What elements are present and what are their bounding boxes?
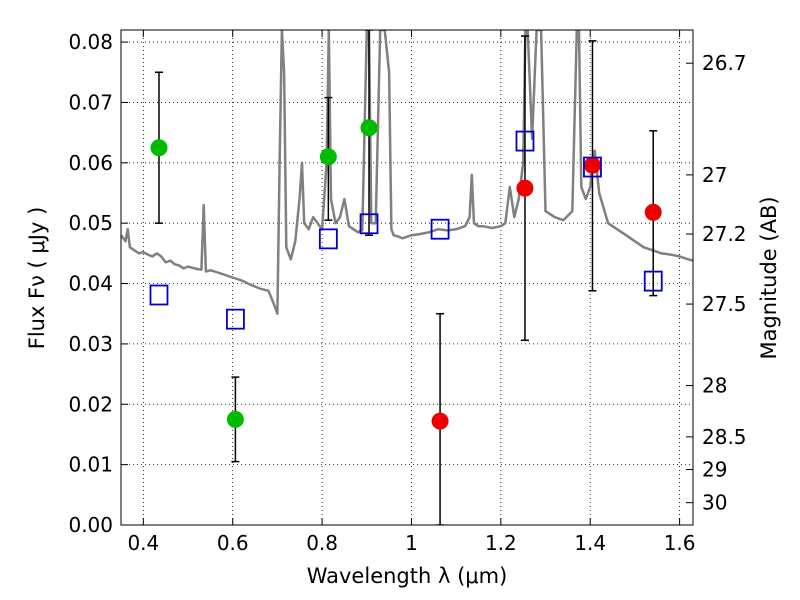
y2-tick-label: 27 [702,163,727,187]
y2-tick-label: 26.7 [702,51,747,75]
y2-tick-label: 28.5 [702,425,747,449]
data-point-square [225,308,245,330]
data-point-circle [319,148,337,166]
data-point-square [643,270,663,292]
data-point-circle [360,119,378,137]
y-axis-label: Flux Fν ( μJy ) [25,207,49,350]
data-point-circle [644,203,662,221]
y2-tick-label: 30 [702,491,727,515]
y-tick-label: 0.01 [68,453,113,477]
x-tick-label: 0.4 [127,531,159,555]
marker-layer [149,119,663,430]
y2-tick-label: 29 [702,457,727,481]
x-tick-label: 1.6 [664,531,696,555]
data-point-circle [431,412,449,430]
y-tick-label: 0.06 [68,151,113,175]
y-axis-ticks: 0.00 0.01 0.02 0.03 0.04 0.05 0.06 0.07 0.08 [68,30,128,537]
y2-tick-label: 28 [702,374,727,398]
y2-tick-label: 27.5 [702,292,747,316]
data-point-circle [516,179,534,197]
data-point-circle [583,156,601,174]
plot-frame [120,29,694,526]
y-tick-label: 0.08 [68,30,113,54]
x-tick-label: 1.4 [574,531,606,555]
y2-tick-label: 27.2 [702,222,747,246]
x-axis-ticks: 0.4 0.6 0.8 1 1.2 1.4 1.6 [127,30,696,555]
y2-axis-ticks: 26.7 27 27.2 27.5 28 28.5 29 30 [686,51,747,515]
data-point-circle [150,139,168,157]
data-point-square [318,228,338,250]
x-axis-label: Wavelength λ (μm) [307,564,508,588]
model-spectrum-line [121,30,693,315]
data-point-square [515,130,535,152]
data-point-square [583,156,602,178]
plot-background [121,30,693,525]
y-tick-label: 0.05 [68,211,113,235]
x-tick-label: 0.6 [217,531,249,555]
y2-axis-label: Magnitude (AB) [757,196,781,359]
data-point-square [359,213,379,235]
x-tick-label: 0.8 [306,531,338,555]
y-tick-label: 0.04 [68,272,113,296]
x-tick-label: 1 [405,531,418,555]
data-point-circle [226,410,244,428]
data-point-square [149,284,169,306]
data-point-square [430,218,450,240]
y-tick-label: 0.07 [68,90,113,114]
y-tick-label: 0.02 [68,392,113,416]
y-tick-label: 0.00 [68,513,113,537]
x-tick-label: 1.2 [485,531,517,555]
y-tick-label: 0.03 [68,332,113,356]
spectrum-layer [121,30,693,315]
